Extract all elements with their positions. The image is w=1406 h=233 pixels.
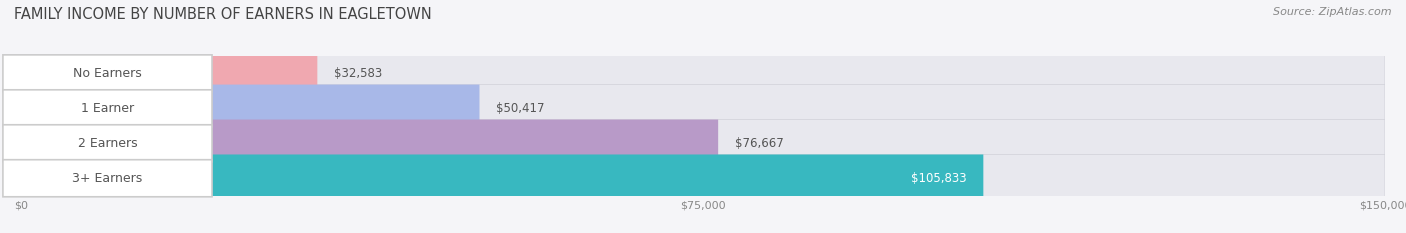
- FancyBboxPatch shape: [21, 120, 718, 167]
- FancyBboxPatch shape: [21, 120, 1385, 167]
- Text: No Earners: No Earners: [73, 67, 142, 80]
- Text: FAMILY INCOME BY NUMBER OF EARNERS IN EAGLETOWN: FAMILY INCOME BY NUMBER OF EARNERS IN EA…: [14, 7, 432, 22]
- Text: Source: ZipAtlas.com: Source: ZipAtlas.com: [1274, 7, 1392, 17]
- FancyBboxPatch shape: [21, 85, 1385, 132]
- Text: $76,667: $76,667: [734, 137, 783, 150]
- Text: $50,417: $50,417: [496, 102, 544, 115]
- FancyBboxPatch shape: [21, 154, 983, 202]
- FancyBboxPatch shape: [3, 125, 212, 162]
- FancyBboxPatch shape: [21, 50, 1385, 97]
- FancyBboxPatch shape: [21, 85, 479, 132]
- Text: $32,583: $32,583: [333, 67, 382, 80]
- Text: 3+ Earners: 3+ Earners: [72, 172, 142, 185]
- Text: 2 Earners: 2 Earners: [77, 137, 138, 150]
- FancyBboxPatch shape: [3, 90, 212, 127]
- FancyBboxPatch shape: [21, 50, 318, 97]
- Text: $105,833: $105,833: [911, 172, 967, 185]
- FancyBboxPatch shape: [3, 160, 212, 197]
- FancyBboxPatch shape: [3, 55, 212, 92]
- Text: 1 Earner: 1 Earner: [82, 102, 134, 115]
- FancyBboxPatch shape: [21, 154, 1385, 202]
